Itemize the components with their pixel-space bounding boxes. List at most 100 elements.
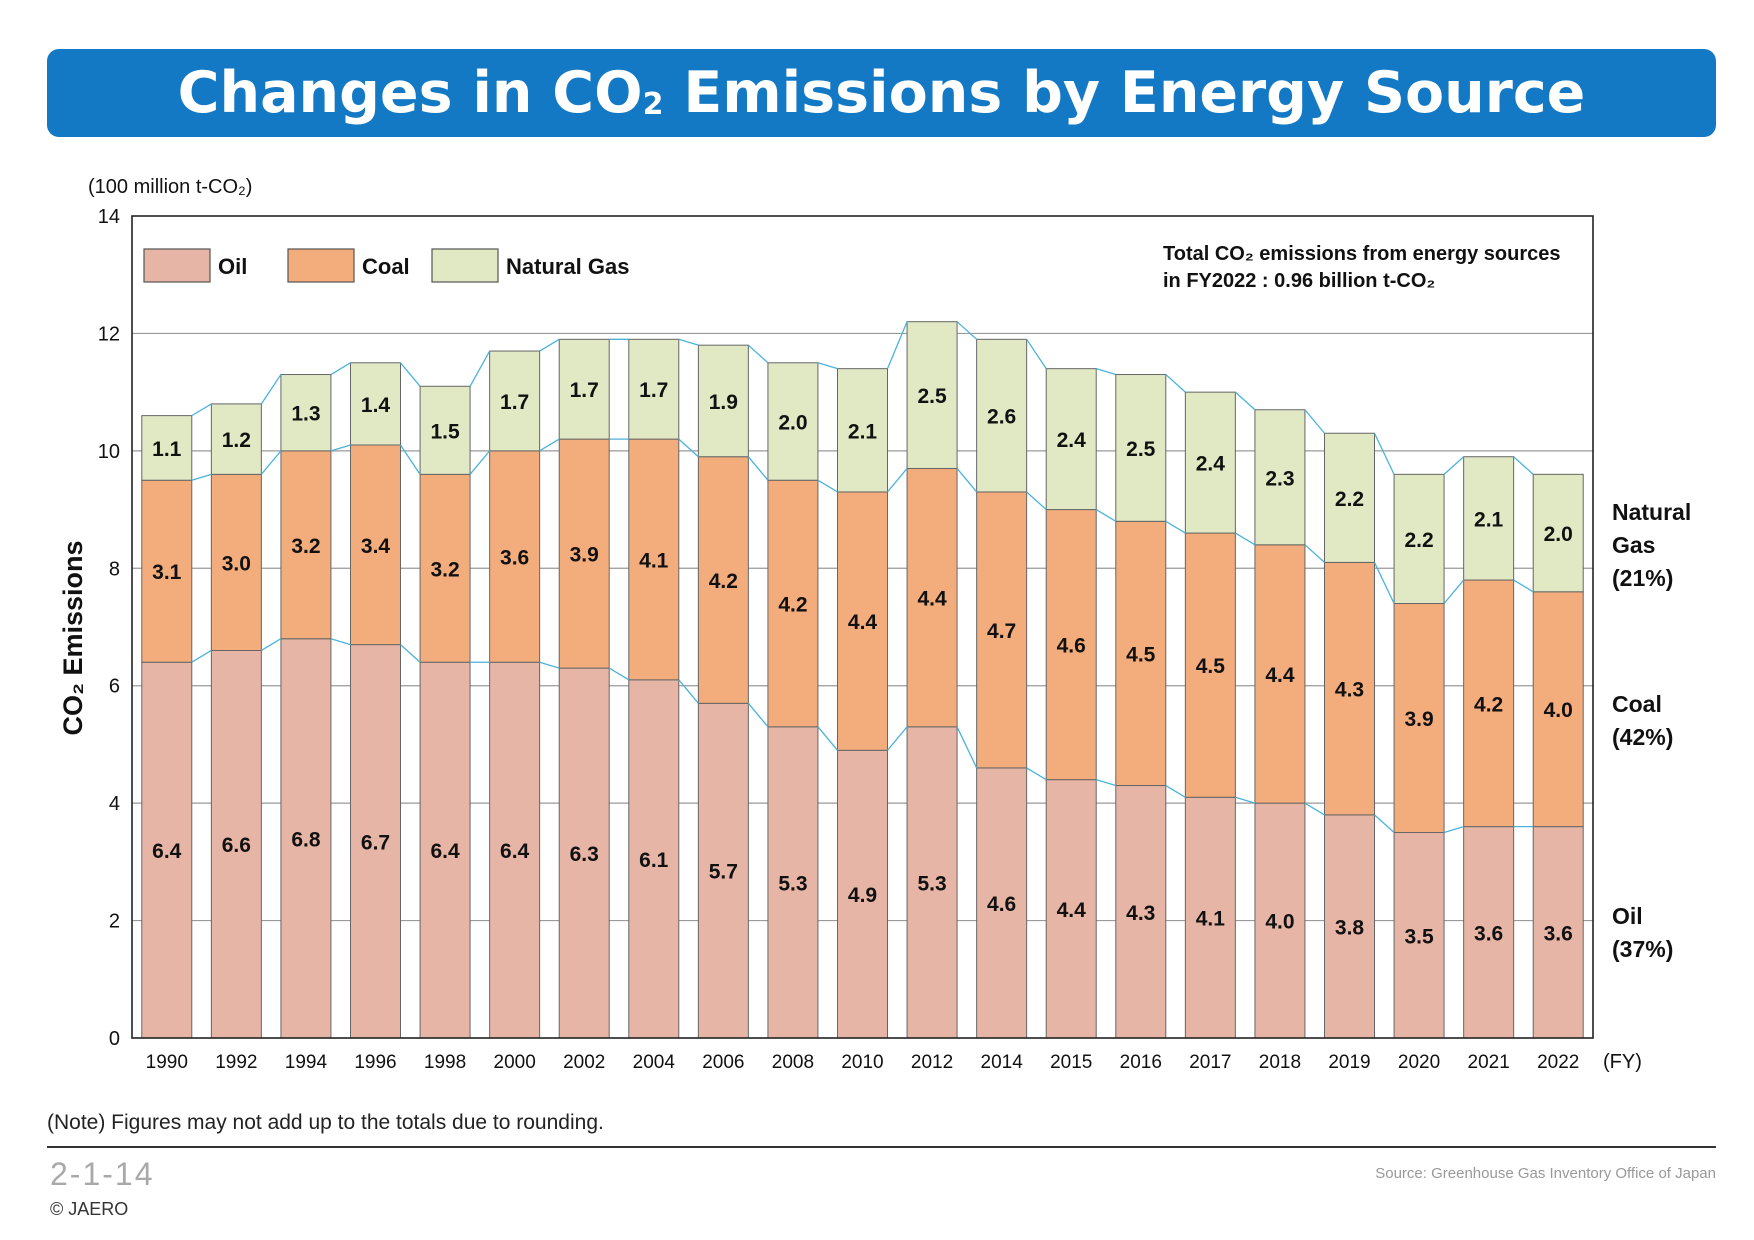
bar-segment (697, 456, 749, 704)
x-tick-label: 2008 (772, 1052, 814, 1073)
connector-line (1374, 814, 1395, 833)
x-tick-label: 2022 (1537, 1052, 1579, 1073)
x-tick-label: 2010 (841, 1052, 883, 1073)
title-banner: Changes in CO2 Emissions by Energy Sourc… (47, 49, 1716, 137)
connector-line (956, 321, 978, 340)
x-tick-label: 1998 (424, 1052, 466, 1073)
data-label: 2.3 (1265, 467, 1294, 490)
y-axis-title: CO₂ Emissions (58, 540, 88, 735)
bar-segment (628, 679, 680, 1039)
legend-label: Natural Gas (506, 254, 630, 279)
bar-segment (1045, 509, 1097, 781)
data-label: 2.2 (1335, 488, 1364, 511)
data-label: 6.4 (430, 840, 460, 863)
connector-line (1443, 826, 1464, 834)
data-label: 2.4 (1057, 429, 1087, 452)
connector-line (1165, 784, 1186, 798)
connector-line (886, 321, 908, 369)
data-label: 5.7 (709, 861, 738, 884)
bar-segment (1184, 391, 1236, 534)
x-tick-label: 2004 (633, 1052, 676, 1073)
legend-swatch (431, 248, 499, 283)
data-label: 1.7 (570, 379, 599, 402)
data-label: 3.8 (1335, 916, 1365, 939)
connector-line (1026, 767, 1047, 781)
data-label: 3.0 (222, 552, 251, 575)
bar-segment (1324, 561, 1375, 816)
connector-line (539, 661, 560, 669)
legend-label: Oil (218, 254, 247, 279)
page-title: Changes in CO2 Emissions by Energy Sourc… (177, 60, 1586, 126)
connector-line (678, 338, 699, 346)
x-tick-label: 1994 (285, 1052, 328, 1073)
connector-line (1165, 520, 1186, 534)
total-annotation-line1: Total CO₂ emissions from energy sources (1163, 243, 1561, 265)
data-label: 2.5 (917, 385, 947, 408)
bar-segment (628, 438, 680, 681)
bar-segment (558, 438, 610, 669)
data-label: 4.9 (848, 884, 877, 907)
data-label: 4.3 (1335, 679, 1364, 702)
x-tick-label: 2002 (563, 1052, 605, 1073)
data-label: 6.1 (639, 849, 669, 872)
connector-line (887, 468, 908, 493)
data-label: 5.3 (917, 872, 946, 895)
data-label: 6.3 (570, 843, 599, 866)
share-label: (21%) (1612, 565, 1673, 591)
bar-segment (976, 491, 1028, 769)
y-tick-label: 10 (98, 441, 120, 463)
connector-line (400, 362, 421, 387)
connector-line (539, 338, 560, 352)
data-label: 4.0 (1544, 699, 1573, 722)
connector-line (817, 726, 838, 751)
bar-segment (697, 344, 749, 458)
y-axis-unit: (100 million t-CO₂) (88, 176, 252, 198)
plot-frame (131, 215, 1594, 1039)
bar-segment (350, 362, 401, 446)
bar-segment (767, 362, 819, 481)
y-tick-label: 8 (109, 558, 120, 580)
bar-segment (141, 415, 193, 481)
data-label: 6.7 (361, 831, 390, 854)
connector-line (1443, 456, 1465, 475)
data-label: 1.5 (430, 420, 460, 443)
share-label: Gas (1612, 532, 1655, 558)
data-label: 1.3 (291, 403, 320, 426)
connector-line (330, 638, 351, 646)
data-label: 3.6 (1474, 922, 1503, 945)
data-label: 2.4 (1196, 453, 1226, 476)
share-label: Natural (1612, 499, 1691, 525)
bar-segment (767, 479, 819, 728)
data-label: 4.2 (1474, 693, 1503, 716)
bar-segment (628, 338, 680, 440)
bar-segment (1324, 814, 1375, 1039)
bar-segment (1115, 520, 1167, 787)
data-label: 6.4 (152, 840, 182, 863)
connector-line (191, 403, 212, 417)
bar-segment (419, 473, 471, 663)
x-tick-label: 2021 (1468, 1052, 1510, 1073)
connector-line (1026, 338, 1047, 370)
legend-swatch (143, 248, 211, 283)
bar-segment (906, 726, 958, 1039)
bar-segment (1393, 603, 1445, 833)
data-label: 4.7 (987, 620, 1016, 643)
data-label: 3.5 (1404, 925, 1434, 948)
bar-segment (1532, 591, 1584, 828)
x-tick-label: 2012 (911, 1052, 953, 1073)
x-tick-label: 2006 (702, 1052, 744, 1073)
connector-line (1165, 374, 1186, 393)
data-label: 2.0 (1544, 523, 1573, 546)
bar-segment (906, 321, 958, 469)
bar-segment (1254, 802, 1306, 1039)
data-label: 6.4 (500, 840, 530, 863)
data-label: 1.7 (500, 391, 529, 414)
bar-segment (1393, 473, 1445, 605)
data-label: 2.2 (1404, 529, 1433, 552)
data-label: 2.5 (1126, 438, 1156, 461)
x-tick-label: 2014 (981, 1052, 1024, 1073)
data-label: 2.0 (778, 412, 807, 435)
connector-line (260, 450, 282, 475)
connector-line (1443, 579, 1465, 604)
x-tick-label: 2018 (1259, 1052, 1301, 1073)
